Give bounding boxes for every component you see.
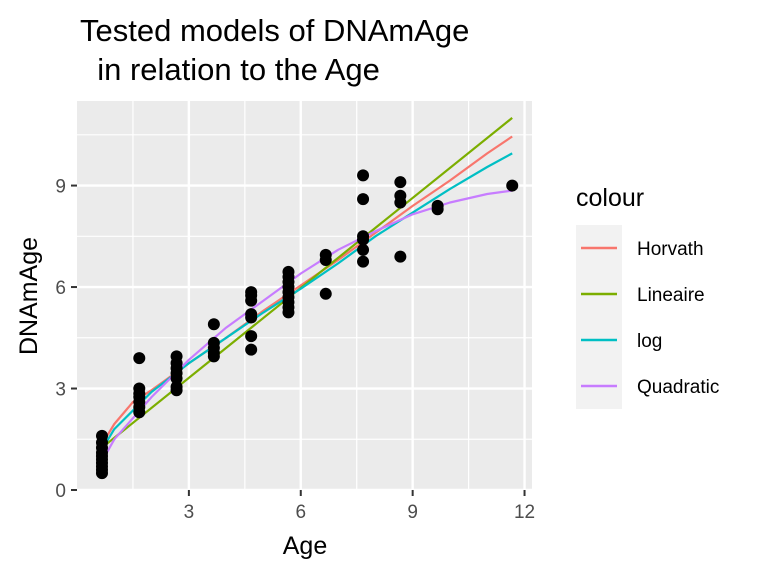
series-line-quadratic xyxy=(101,189,513,462)
y-tick-label: 3 xyxy=(55,380,66,401)
series-line-lineaire xyxy=(101,117,513,449)
data-point xyxy=(357,193,370,206)
legend-label-horvath: Horvath xyxy=(637,239,704,260)
legend-keys-background xyxy=(576,225,622,409)
data-point xyxy=(133,382,146,395)
legend-label-log: log xyxy=(637,331,662,352)
data-point xyxy=(357,169,370,182)
y-tick-label: 6 xyxy=(55,278,66,299)
data-point xyxy=(319,248,332,261)
data-point xyxy=(506,179,519,192)
data-point xyxy=(319,287,332,300)
legend-label-lineaire: Lineaire xyxy=(637,285,705,306)
data-point xyxy=(95,429,108,442)
data-point xyxy=(245,343,258,356)
data-point xyxy=(357,243,370,256)
axis-ticks: 3 6 9 12 0 3 6 9 xyxy=(55,177,535,523)
data-point xyxy=(357,255,370,268)
legend: Horvath Lineaire log Quadratic xyxy=(581,239,719,398)
data-point xyxy=(207,336,220,349)
y-axis-title: DNAmAge xyxy=(15,237,43,355)
data-point xyxy=(282,265,295,278)
chart-title-line-2: in relation to the Age xyxy=(80,52,380,87)
legend-title: colour xyxy=(576,184,644,212)
x-tick-label: 9 xyxy=(407,502,418,523)
data-point xyxy=(170,350,183,363)
data-point xyxy=(394,250,407,263)
grid-lines xyxy=(77,101,532,492)
x-tick-label: 6 xyxy=(295,502,306,523)
plot-panel xyxy=(77,101,532,490)
chart-title-line-1: Tested models of DNAmAge xyxy=(80,13,469,48)
x-axis-title: Age xyxy=(283,532,327,560)
y-tick-label: 9 xyxy=(55,177,66,198)
x-tick-label: 12 xyxy=(514,502,535,523)
data-point xyxy=(431,199,444,212)
data-point xyxy=(245,286,258,299)
data-point xyxy=(170,380,183,393)
y-tick-label: 0 xyxy=(55,481,66,502)
x-tick-label: 3 xyxy=(184,502,195,523)
series-line-log xyxy=(101,152,513,450)
data-point xyxy=(245,330,258,343)
legend-label-quadratic: Quadratic xyxy=(637,377,719,398)
data-points xyxy=(95,169,519,480)
data-point xyxy=(394,189,407,202)
data-point xyxy=(133,352,146,365)
data-point xyxy=(245,308,258,321)
data-point xyxy=(394,176,407,189)
data-point xyxy=(357,230,370,243)
data-point xyxy=(207,318,220,331)
